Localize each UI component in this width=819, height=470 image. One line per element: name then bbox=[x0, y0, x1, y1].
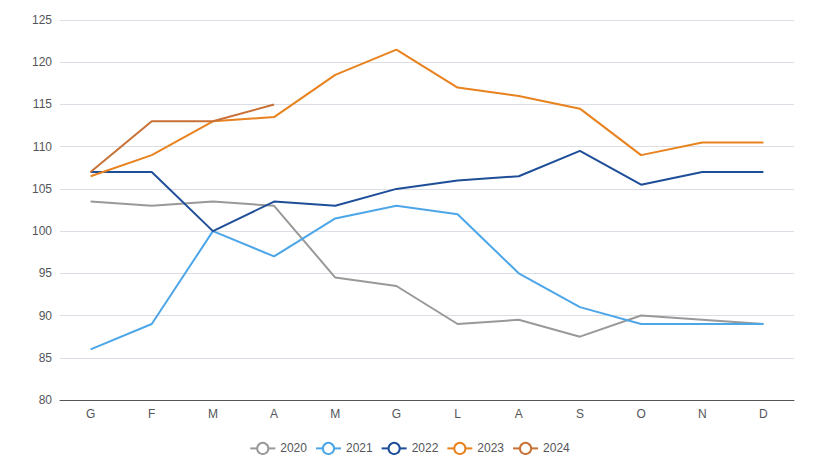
svg-text:L: L bbox=[454, 407, 461, 421]
svg-text:N: N bbox=[698, 407, 707, 421]
svg-text:115: 115 bbox=[33, 97, 52, 111]
svg-text:2023: 2023 bbox=[477, 441, 504, 455]
svg-text:100: 100 bbox=[32, 224, 52, 238]
svg-text:M: M bbox=[208, 407, 218, 421]
svg-text:F: F bbox=[148, 407, 155, 421]
svg-text:A: A bbox=[270, 407, 278, 421]
svg-text:O: O bbox=[636, 407, 645, 421]
svg-text:2024: 2024 bbox=[543, 441, 570, 455]
svg-text:125: 125 bbox=[32, 13, 52, 27]
svg-text:G: G bbox=[86, 407, 95, 421]
svg-text:85: 85 bbox=[39, 351, 53, 365]
svg-text:S: S bbox=[576, 407, 584, 421]
svg-text:2020: 2020 bbox=[280, 441, 307, 455]
svg-text:105: 105 bbox=[32, 182, 52, 196]
svg-text:G: G bbox=[392, 407, 401, 421]
svg-text:110: 110 bbox=[33, 140, 52, 154]
svg-text:M: M bbox=[330, 407, 340, 421]
svg-text:80: 80 bbox=[39, 393, 53, 407]
svg-text:2021: 2021 bbox=[346, 441, 373, 455]
svg-text:120: 120 bbox=[32, 55, 52, 69]
svg-text:A: A bbox=[515, 407, 523, 421]
svg-text:2022: 2022 bbox=[412, 441, 439, 455]
svg-text:D: D bbox=[759, 407, 768, 421]
svg-text:90: 90 bbox=[39, 309, 53, 323]
svg-text:95: 95 bbox=[39, 266, 53, 280]
